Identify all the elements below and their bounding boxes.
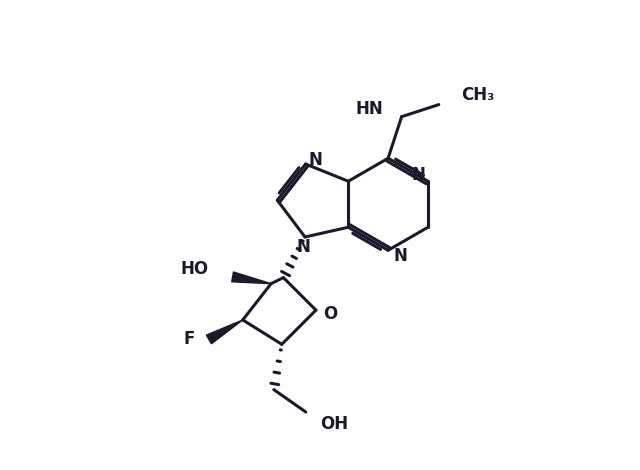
Polygon shape: [207, 320, 243, 344]
Text: N: N: [296, 238, 310, 256]
Text: N: N: [308, 151, 323, 169]
Text: O: O: [323, 305, 337, 323]
Polygon shape: [232, 272, 271, 284]
Text: CH₃: CH₃: [461, 86, 494, 103]
Text: OH: OH: [320, 415, 348, 433]
Text: HO: HO: [180, 260, 209, 278]
Text: N: N: [393, 247, 407, 265]
Text: F: F: [184, 330, 195, 348]
Text: HN: HN: [356, 100, 383, 118]
Text: N: N: [411, 166, 425, 184]
